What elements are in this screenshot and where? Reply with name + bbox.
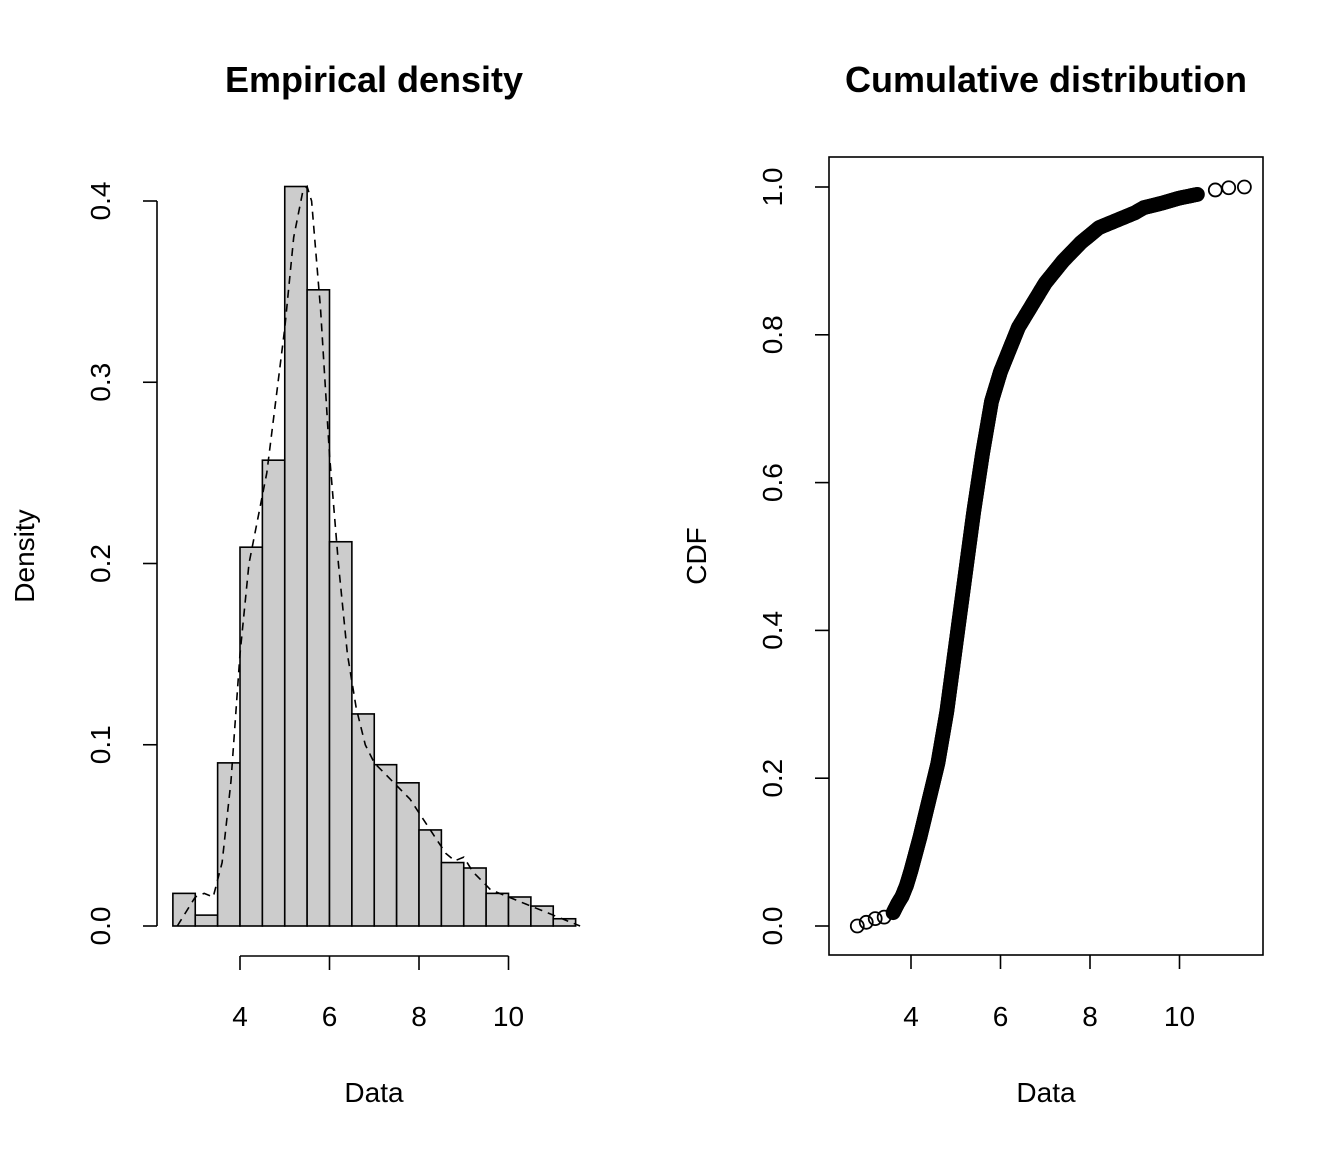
cdf-x-axis: 4 6 8 10 <box>903 955 1195 1032</box>
histogram-x-axis: 4 6 8 10 <box>232 955 524 1032</box>
histogram-bar <box>172 892 197 927</box>
cdf-title: Cumulative distribution <box>845 59 1247 100</box>
x-tick-label: 6 <box>322 1001 338 1032</box>
x-tick-label: 4 <box>232 1001 248 1032</box>
histogram-bar <box>395 782 420 927</box>
y-tick-label: 0.6 <box>757 463 788 502</box>
x-tick-label: 6 <box>993 1001 1009 1032</box>
histogram-xlabel: Data <box>344 1077 404 1108</box>
y-tick-label: 0.3 <box>85 363 116 402</box>
y-tick-label: 0.2 <box>757 759 788 798</box>
histogram-bar <box>373 763 398 927</box>
y-tick-label: 0.4 <box>757 611 788 650</box>
cdf-point <box>849 918 865 934</box>
x-tick-label: 10 <box>493 1001 524 1032</box>
histogram-y-axis: 0.0 0.1 0.2 0.3 0.4 <box>85 182 158 946</box>
histogram-bars <box>172 185 577 927</box>
cdf-panel: Cumulative distribution Data CDF 4 6 8 10 0… <box>681 59 1264 1108</box>
cdf-point <box>867 911 883 927</box>
y-tick-label: 0.0 <box>85 907 116 946</box>
cdf-ylabel: CDF <box>681 527 712 585</box>
histogram-bar <box>462 867 487 927</box>
x-tick-label: 10 <box>1164 1001 1195 1032</box>
y-tick-label: 0.8 <box>757 315 788 354</box>
histogram-panel: Empirical density Data Density 4 6 8 10 0.0… <box>9 59 581 1108</box>
histogram-ylabel: Density <box>9 509 40 602</box>
cdf-point <box>1190 186 1205 202</box>
density-curve <box>176 184 581 927</box>
y-tick-label: 0.0 <box>757 907 788 946</box>
x-tick-label: 4 <box>903 1001 919 1032</box>
y-tick-label: 1.0 <box>757 168 788 207</box>
histogram-bar <box>507 896 532 927</box>
histogram-bar <box>351 713 376 927</box>
x-tick-label: 8 <box>1082 1001 1098 1032</box>
cdf-point <box>858 914 874 930</box>
cdf-points <box>849 179 1252 934</box>
histogram-title: Empirical density <box>225 59 523 100</box>
histogram-bar <box>306 289 331 927</box>
y-tick-label: 0.1 <box>85 725 116 764</box>
histogram-bar <box>530 905 555 927</box>
cdf-xlabel: Data <box>1016 1077 1076 1108</box>
x-tick-label: 8 <box>411 1001 427 1032</box>
histogram-bar <box>552 917 577 927</box>
histogram-bar <box>194 914 219 927</box>
cdf-point <box>1221 180 1237 196</box>
histogram-bar <box>261 459 286 927</box>
histogram-bar <box>239 546 264 927</box>
y-tick-label: 0.2 <box>85 544 116 583</box>
histogram-bar <box>418 829 443 927</box>
histogram-bar <box>440 861 465 927</box>
histogram-bar <box>216 762 241 927</box>
cdf-point <box>1236 179 1252 195</box>
histogram-bar <box>485 892 510 927</box>
cdf-point <box>1207 182 1223 198</box>
y-tick-label: 0.4 <box>85 182 116 221</box>
histogram-bar <box>328 540 353 927</box>
cdf-y-axis: 0.0 0.2 0.4 0.6 0.8 1.0 <box>757 168 829 946</box>
cdf-plot-box <box>828 156 1264 956</box>
